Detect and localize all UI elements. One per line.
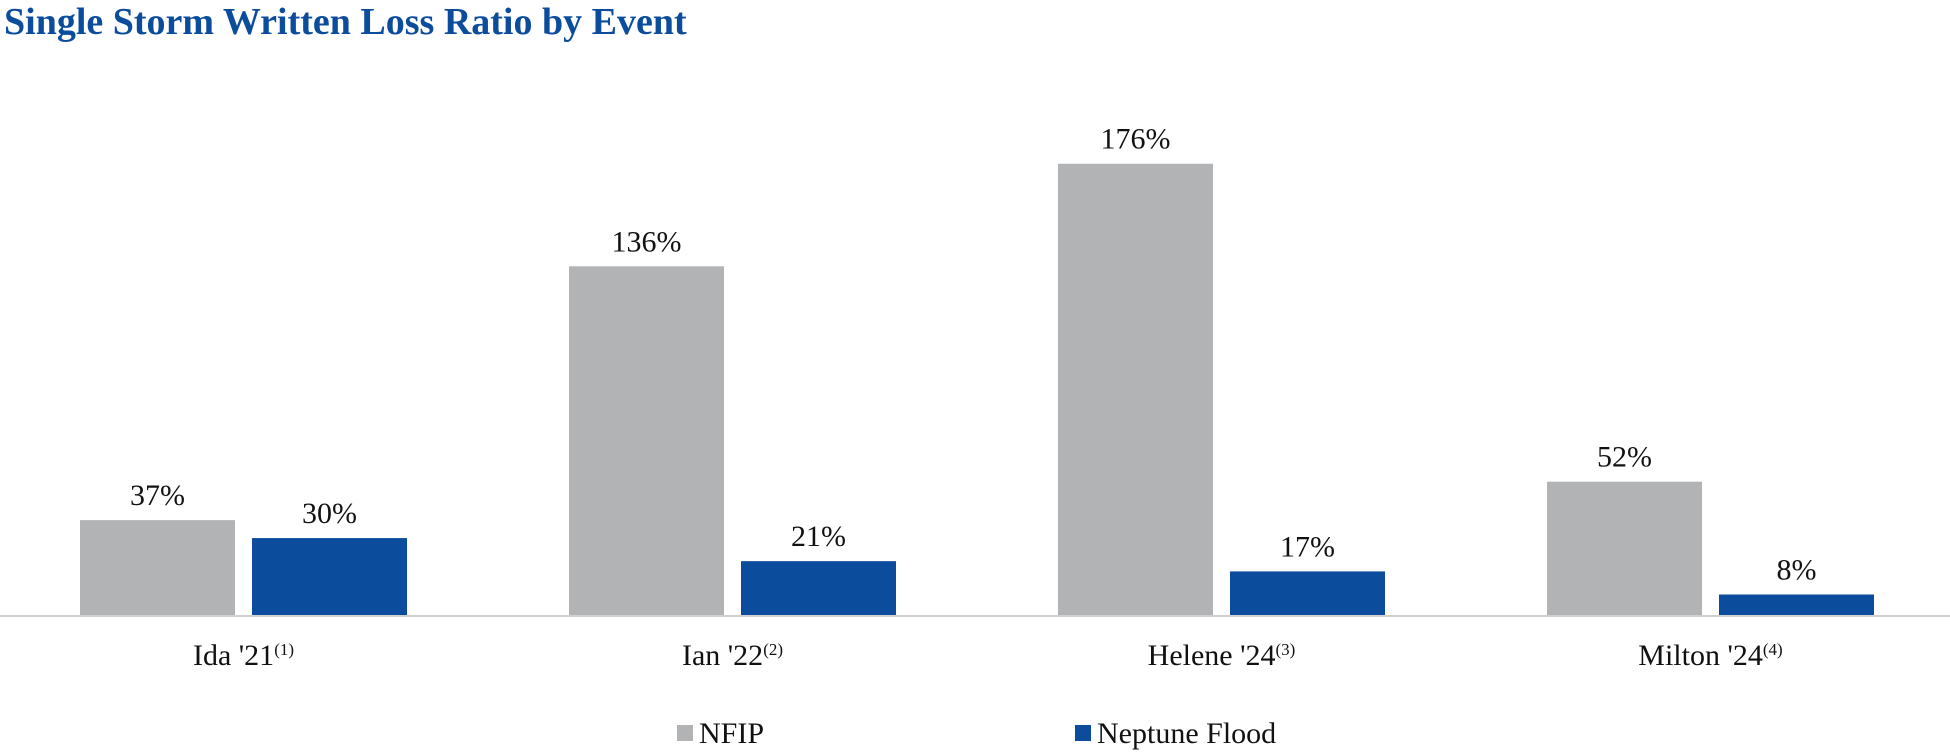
data-label-neptune-3: 8%: [1777, 553, 1817, 586]
legend-swatch-neptune: [1075, 725, 1091, 741]
bar-nfip-2: [1058, 163, 1213, 615]
category-label-3: Milton '24(4): [1638, 639, 1782, 672]
chart-title: Single Storm Written Loss Ratio by Event: [4, 1, 687, 43]
legend-swatch-nfip: [677, 725, 693, 741]
data-label-nfip-1: 136%: [612, 225, 682, 258]
data-label-neptune-0: 30%: [302, 497, 357, 530]
legend-label-nfip: NFIP: [699, 717, 764, 750]
bar-nfip-3: [1547, 481, 1702, 615]
bar-nfip-1: [569, 266, 724, 615]
data-label-nfip-0: 37%: [130, 479, 185, 512]
category-labels: Ida '21(1) Ian '22(2) Helene '24(3) Milton …: [193, 639, 1783, 672]
legend: NFIP Neptune Flood: [677, 717, 1276, 750]
category-label-1: Ian '22(2): [682, 639, 783, 672]
data-label-nfip-2: 176%: [1101, 123, 1171, 156]
data-label-neptune-1: 21%: [791, 520, 846, 553]
bar-nfip-0: [80, 520, 235, 615]
category-label-2: Helene '24(3): [1148, 639, 1296, 672]
bar-neptune-0: [252, 538, 407, 615]
category-label-0: Ida '21(1): [193, 639, 294, 672]
bars-group: 37% 30% 136% 21% 176% 17% 52% 8%: [80, 123, 1874, 615]
bar-neptune-3: [1719, 594, 1874, 615]
data-label-nfip-3: 52%: [1597, 441, 1652, 474]
legend-label-neptune: Neptune Flood: [1097, 717, 1276, 750]
bar-neptune-2: [1230, 571, 1385, 615]
data-label-neptune-2: 17%: [1280, 530, 1335, 563]
bar-neptune-1: [741, 561, 896, 615]
